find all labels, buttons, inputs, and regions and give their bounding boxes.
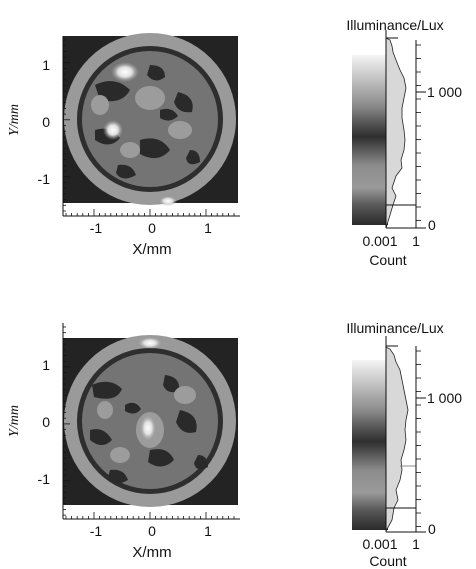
colorbar-bottom xyxy=(352,360,388,530)
heatmap-top xyxy=(63,33,238,206)
x-tick-label: -1 xyxy=(90,220,103,236)
colorbar-tick-label: 0 xyxy=(428,521,436,537)
y-tick-label: 1 xyxy=(42,57,50,73)
heatmap-bottom xyxy=(63,335,238,507)
histogram-tick-label: 0.001 xyxy=(362,536,397,552)
x-tick-label: 0 xyxy=(148,523,156,539)
x-axis-label: X/mm xyxy=(132,241,171,258)
histogram-tick-label: 1 xyxy=(412,233,420,249)
histogram-x-label: Count xyxy=(369,252,406,268)
colorbar-title: Illuminance/Lux xyxy=(346,17,443,33)
y-axis-label: Y/mm xyxy=(7,104,22,136)
x-tick-label: 0 xyxy=(148,220,156,236)
colorbar-tick-label: 1 000 xyxy=(427,390,462,406)
colorbar-top xyxy=(352,55,388,225)
y-tick-label: -1 xyxy=(38,471,51,487)
colorbar-title: Illuminance/Lux xyxy=(346,320,443,336)
x-axis-label: X/mm xyxy=(132,544,171,561)
colorbar-tick-label: 1 000 xyxy=(427,84,462,100)
x-tick-label: 1 xyxy=(204,523,212,539)
colorbar-tick-label: 0 xyxy=(428,217,436,233)
y-tick-label: 0 xyxy=(42,414,50,430)
histogram-x-label: Count xyxy=(369,553,406,569)
histogram-bottom xyxy=(385,346,416,532)
y-tick-label: -1 xyxy=(38,171,51,187)
histogram-top xyxy=(385,37,407,229)
x-tick-label: -1 xyxy=(90,523,103,539)
histogram-tick-label: 0.001 xyxy=(362,233,397,249)
panel-bottom: 1 0 -1 -1 0 1 X/mm Y/mm Illuminance/Lux … xyxy=(7,320,462,569)
x-tick-label: 1 xyxy=(204,220,212,236)
y-tick-label: 0 xyxy=(42,114,50,130)
y-axis-label: Y/mm xyxy=(7,405,22,437)
histogram-tick-label: 1 xyxy=(412,536,420,552)
y-tick-label: 1 xyxy=(42,357,50,373)
panel-top: 1 0 -1 -1 0 1 X/mm Y/mm Illuminance/Lux … xyxy=(7,17,462,268)
